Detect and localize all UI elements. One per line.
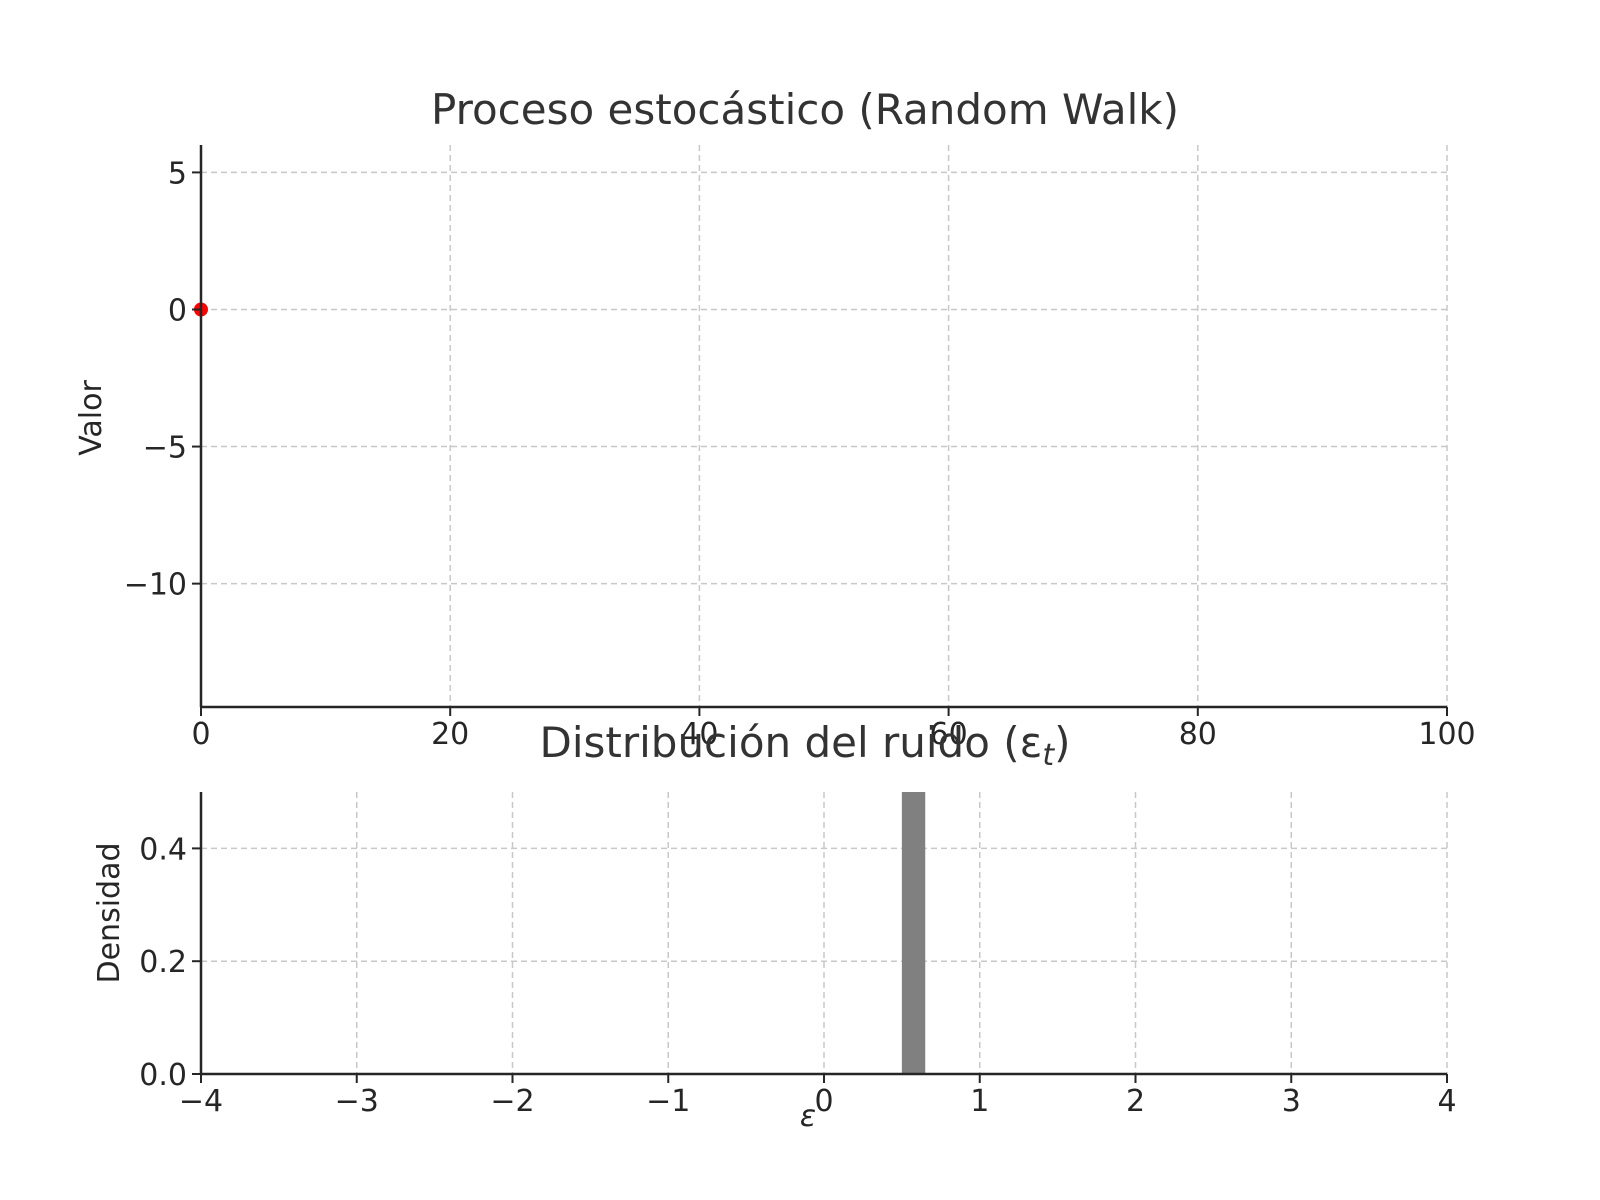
noise-distribution-chart: −4 −3 −2 −1 0 1 2 3 4 0.0 0.2 0.4 Distribución del … xyxy=(92,718,1457,1134)
noise-title-subscript: t xyxy=(1042,738,1055,773)
random-walk-xtick-label: 20 xyxy=(431,717,469,752)
random-walk-xtick-label: 100 xyxy=(1418,717,1475,752)
noise-xtick-label: −1 xyxy=(646,1084,690,1119)
random-walk-grid xyxy=(200,145,1448,707)
noise-title-suffix: ) xyxy=(1054,718,1070,767)
noise-ylabel: Densidad xyxy=(92,842,127,983)
random-walk-title: Proceso estocástico (Random Walk) xyxy=(431,85,1179,134)
random-walk-xtick-label: 0 xyxy=(191,717,210,752)
random-walk-ytick-label: 5 xyxy=(168,156,187,191)
noise-xtick-label: −2 xyxy=(490,1084,534,1119)
noise-xtick-label: 1 xyxy=(970,1084,989,1119)
noise-ytick-label: 0.2 xyxy=(139,945,187,980)
random-walk-ytick-label: −5 xyxy=(143,431,187,466)
noise-xtick-label: 3 xyxy=(1282,1084,1301,1119)
random-walk-chart: 0 20 40 60 80 100 5 0 −5 −10 Proceso estocástico … xyxy=(74,85,1476,752)
noise-grid xyxy=(200,792,1448,1075)
noise-xtick-label: −3 xyxy=(335,1084,379,1119)
random-walk-xtick-label: 60 xyxy=(930,717,968,752)
random-walk-ticks: 0 20 40 60 80 100 5 0 −5 −10 xyxy=(124,156,1476,752)
random-walk-ylabel: Valor xyxy=(74,380,109,456)
random-walk-xtick-label: 80 xyxy=(1179,717,1217,752)
noise-ticks: −4 −3 −2 −1 0 1 2 3 4 0.0 0.2 0.4 xyxy=(139,832,1456,1119)
noise-xtick-label: 4 xyxy=(1437,1084,1456,1119)
noise-ytick-label: 0.4 xyxy=(139,832,187,867)
random-walk-xtick-label: 40 xyxy=(680,717,718,752)
noise-bar xyxy=(901,792,926,1074)
noise-xlabel: ε xyxy=(800,1099,816,1134)
noise-xtick-label: 2 xyxy=(1126,1084,1145,1119)
noise-title: Distribución del ruido (εt) xyxy=(539,718,1070,773)
random-walk-axes xyxy=(199,145,1447,709)
noise-title-main: Distribución del ruido (ε xyxy=(539,718,1042,767)
noise-xtick-label: 0 xyxy=(814,1084,833,1119)
noise-xtick-label: −4 xyxy=(179,1084,223,1119)
random-walk-ytick-label: 0 xyxy=(168,293,187,328)
noise-bars xyxy=(901,792,926,1074)
random-walk-ytick-label: −10 xyxy=(124,568,187,603)
noise-ytick-label: 0.0 xyxy=(139,1058,187,1093)
